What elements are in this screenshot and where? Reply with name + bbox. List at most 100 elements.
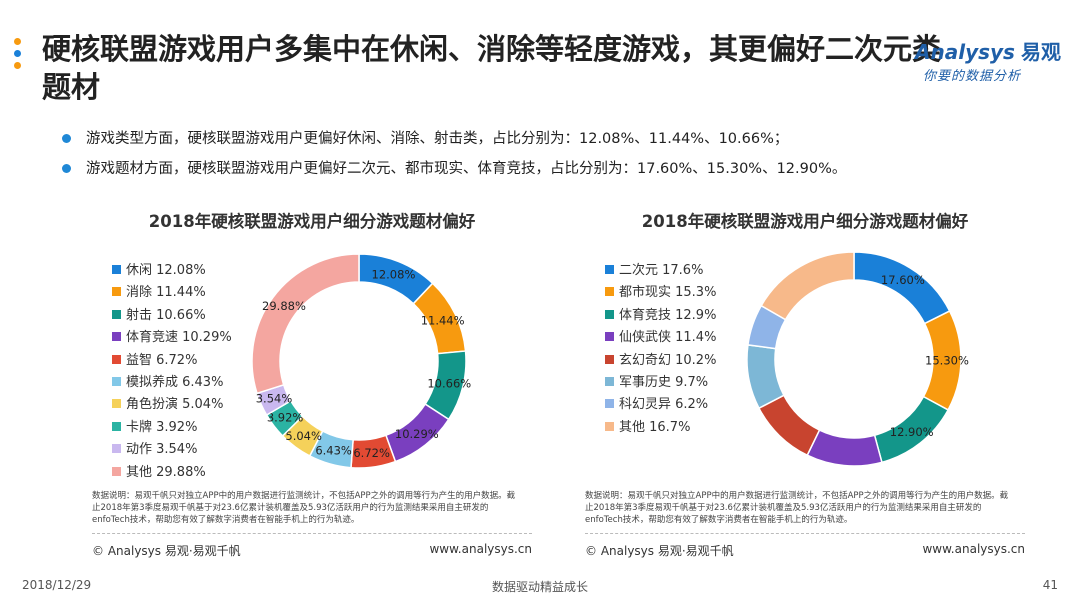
donut-slice [746, 344, 785, 410]
legend-item: 体育竞速 10.29% [112, 327, 232, 349]
data-note: 数据说明：易观千帆只对独立APP中的用户数据进行监测统计，不包括APP之外的调用… [92, 491, 516, 525]
footer-divider [585, 533, 1025, 534]
title-dots [14, 38, 21, 74]
legend-item: 动作 3.54% [112, 439, 232, 461]
footer-slogan: 数据驱动精益成长 [491, 580, 588, 594]
website-url: www.analysys.cn [922, 542, 1025, 556]
chart-panel-right: 2018年硬核联盟游戏用户细分游戏题材偏好 二次元 17.6% 都市现实 15.3… [585, 200, 1025, 570]
chart-legend: 二次元 17.6% 都市现实 15.3% 体育竞技 12.9% 仙侠武侠 11.4% 玄… [605, 260, 716, 439]
legend-item: 射击 10.66% [112, 305, 232, 327]
slice-label: 11.44% [421, 313, 465, 327]
summary-bullet-2: 游戏题材方面，硬核联盟游戏用户更偏好二次元、都市现实、体育竞技，占比分别为：17… [62, 156, 1062, 186]
slice-label: 6.43% [315, 443, 352, 457]
summary-bullet-1: 游戏类型方面，硬核联盟游戏用户更偏好休闲、消除、射击类，占比分别为：12.08%… [62, 126, 1062, 156]
legend-swatch-icon [112, 287, 121, 297]
legend-label: 动作 3.54% [126, 442, 198, 458]
donut-chart: 17.60% 15.30% 12.90% [746, 251, 969, 467]
legend-label: 益智 6.72% [126, 352, 198, 368]
legend-item: 二次元 17.6% [605, 260, 716, 282]
slice-label: 17.60% [881, 273, 925, 287]
legend-item: 体育竞技 12.9% [605, 305, 716, 327]
logo-slogan: 你要的数据分析 [923, 69, 1022, 84]
legend-item: 军事历史 9.7% [605, 372, 716, 394]
legend-label: 其他 16.7% [619, 419, 691, 435]
legend-label: 射击 10.66% [126, 307, 206, 323]
legend-label: 体育竞速 10.29% [126, 330, 232, 346]
legend-label: 其他 29.88% [126, 464, 206, 480]
legend-item: 休闲 12.08% [112, 260, 232, 282]
legend-label: 玄幻奇幻 10.2% [619, 352, 717, 368]
slice-label: 12.08% [372, 268, 416, 282]
legend-label: 卡牌 3.92% [126, 419, 198, 435]
donut-slice [806, 429, 883, 467]
copyright: © Analysys 易观·易观千帆 [92, 544, 241, 558]
legend-label: 模拟养成 6.43% [126, 374, 224, 390]
donut-slice [251, 253, 360, 395]
page-number: 41 [1042, 578, 1058, 592]
legend-swatch-icon [605, 354, 614, 364]
legend-item: 仙侠武侠 11.4% [605, 327, 716, 349]
legend-item: 科幻灵异 6.2% [605, 394, 716, 416]
slice-label: 3.92% [267, 410, 304, 424]
legend-label: 军事历史 9.7% [619, 374, 709, 390]
legend-label: 二次元 17.6% [619, 263, 704, 278]
legend-swatch-icon [112, 399, 121, 409]
legend-item: 其他 16.7% [605, 417, 716, 439]
legend-item: 都市现实 15.3% [605, 282, 716, 304]
page-title: 硬核联盟游戏用户多集中在休闲、消除等轻度游戏，其更偏好二次元类题材 [42, 32, 942, 104]
legend-label: 休闲 12.08% [126, 263, 206, 278]
legend-label: 仙侠武侠 11.4% [619, 330, 717, 346]
legend-swatch-icon [605, 265, 614, 274]
footer-divider [92, 533, 532, 534]
copyright: © Analysys 易观·易观千帆 [585, 544, 734, 558]
legend-item: 模拟养成 6.43% [112, 372, 232, 394]
slice-label: 6.72% [353, 446, 390, 460]
legend-label: 角色扮演 5.04% [126, 397, 224, 413]
legend-swatch-icon [605, 309, 614, 319]
slice-label: 12.90% [890, 425, 934, 439]
chart-panel-left: 2018年硬核联盟游戏用户细分游戏题材偏好 休闲 12.08% 消除 11.44%… [92, 200, 532, 570]
slice-label: 10.29% [395, 427, 439, 441]
legend-swatch-icon [605, 332, 614, 342]
footer-date: 2018/12/29 [22, 578, 92, 592]
slice-label: 10.66% [427, 376, 471, 390]
chart-title: 2018年硬核联盟游戏用户细分游戏题材偏好 [641, 212, 969, 231]
legend-label: 体育竞技 12.9% [619, 307, 717, 323]
legend-swatch-icon [112, 444, 121, 454]
donut-slice [853, 251, 951, 325]
legend-swatch-icon [112, 332, 121, 342]
legend-item: 玄幻奇幻 10.2% [605, 350, 716, 372]
legend-item: 其他 29.88% [112, 462, 232, 484]
summary-bullets: 游戏类型方面，硬核联盟游戏用户更偏好休闲、消除、射击类，占比分别为：12.08%… [62, 126, 1062, 186]
legend-label: 消除 11.44% [126, 285, 206, 301]
data-note: 数据说明：易观千帆只对独立APP中的用户数据进行监测统计，不包括APP之外的调用… [585, 491, 1009, 525]
legend-item: 消除 11.44% [112, 282, 232, 304]
legend-item: 卡牌 3.92% [112, 417, 232, 439]
legend-swatch-icon [112, 421, 121, 431]
legend-item: 角色扮演 5.04% [112, 394, 232, 416]
legend-swatch-icon [605, 399, 614, 409]
bullet-dot-icon [62, 134, 71, 143]
chart-title: 2018年硬核联盟游戏用户细分游戏题材偏好 [148, 212, 476, 231]
bullet-dot-icon [62, 164, 71, 173]
legend-swatch-icon [112, 309, 121, 319]
legend-swatch-icon [112, 376, 121, 386]
legend-label: 科幻灵异 6.2% [619, 397, 709, 413]
legend-swatch-icon [112, 466, 121, 476]
legend-swatch-icon [112, 265, 121, 274]
slice-label: 15.30% [925, 353, 969, 367]
donut-slice [760, 251, 855, 321]
website-url: www.analysys.cn [429, 542, 532, 556]
legend-swatch-icon [112, 354, 121, 364]
legend-swatch-icon [605, 287, 614, 297]
legend-swatch-icon [605, 376, 614, 386]
analysys-logo: Analysys 易观 你要的数据分析 [915, 36, 1075, 86]
logo-brand: Analysys [915, 40, 1015, 64]
slice-label: 5.04% [285, 429, 322, 443]
legend-item: 益智 6.72% [112, 350, 232, 372]
legend-label: 都市现实 15.3% [619, 285, 717, 301]
chart-legend: 休闲 12.08% 消除 11.44% 射击 10.66% 体育竞速 10.29% 益智… [112, 260, 232, 484]
slice-label: 3.54% [256, 392, 293, 406]
donut-chart: 12.08% 11.44% 10.66% 10.29% 6.72%6.43%5.04% 3… [251, 253, 471, 469]
logo-cn: 易观 [1020, 40, 1061, 64]
